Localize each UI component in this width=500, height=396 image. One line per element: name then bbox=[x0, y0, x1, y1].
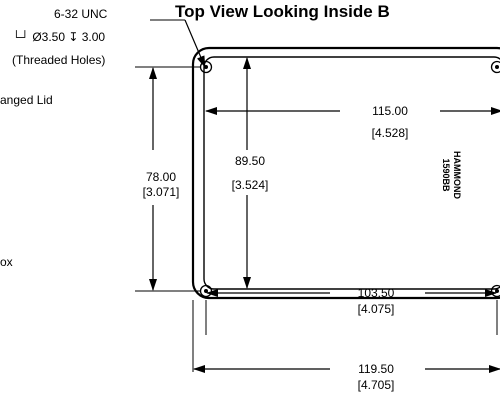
dim-inner-width-mm: 115.00 bbox=[372, 104, 408, 118]
left-label-lid: anged Lid bbox=[0, 93, 53, 107]
left-label-box: ox bbox=[0, 255, 13, 269]
mounting-hole-top-right bbox=[490, 60, 500, 74]
dim-outer-width-mm: 119.50 bbox=[358, 362, 394, 376]
dim-outer-width-in: [4.705] bbox=[358, 378, 395, 392]
dim-hole-spacing-height-in: [3.071] bbox=[143, 185, 180, 199]
mounting-hole-bottom-left bbox=[199, 284, 213, 298]
hole-depth-spec: └┘ Ø3.50 ↧ 3.00 bbox=[12, 30, 105, 44]
brand-name: HAMMOND bbox=[452, 151, 462, 199]
brand-model: 1590BB bbox=[441, 158, 451, 192]
dim-hole-spacing-height-mm: 78.00 bbox=[146, 170, 176, 184]
hole-leader-arrow bbox=[184, 19, 206, 68]
hole-thread-spec: 6-32 UNC bbox=[54, 7, 108, 21]
drawing-title: Top View Looking Inside B bbox=[175, 2, 390, 21]
mounting-hole-top-left bbox=[199, 60, 213, 74]
dim-hole-spacing-width-mm: 103.50 bbox=[358, 286, 395, 300]
enclosure-outer-outline bbox=[191, 46, 500, 300]
dim-hole-spacing-width-in: [4.075] bbox=[358, 302, 395, 316]
dim-inner-width-in: [4.528] bbox=[372, 126, 409, 140]
hole-note-caption: (Threaded Holes) bbox=[12, 53, 105, 67]
enclosure-inner-outline bbox=[203, 56, 500, 290]
dim-inner-height-mm: 89.50 bbox=[235, 154, 265, 168]
dim-inner-height-in: [3.524] bbox=[232, 178, 269, 192]
